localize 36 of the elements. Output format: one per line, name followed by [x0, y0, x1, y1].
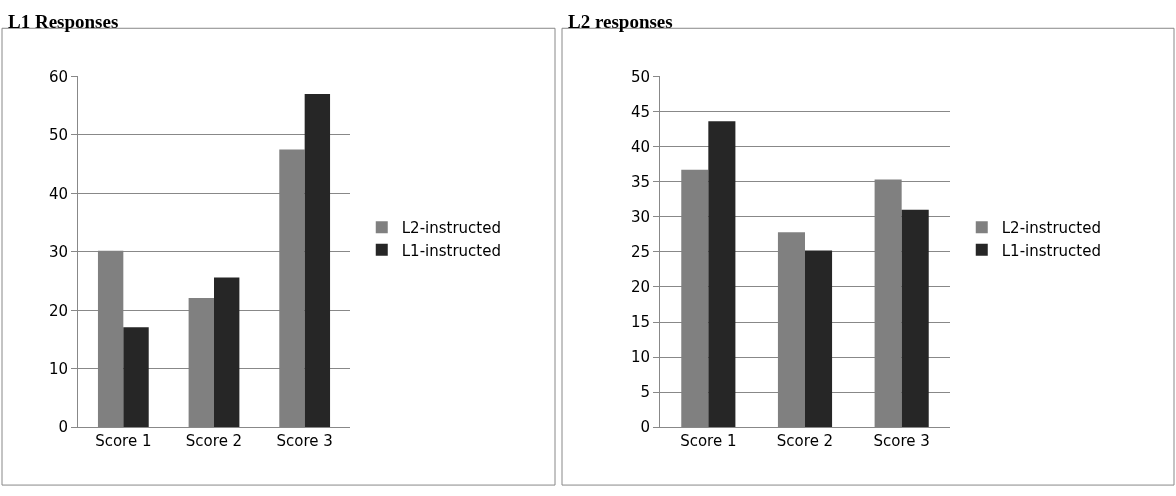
bar	[304, 94, 331, 428]
legend-label: L2-instructed	[1001, 219, 1102, 238]
y-tick-label: 5	[640, 383, 650, 402]
legend-label: L2-instructed	[401, 219, 502, 238]
y-tick-label: 0	[640, 418, 650, 437]
y-tick-label: 40	[630, 137, 650, 156]
x-tick-label: Score 1	[680, 432, 737, 451]
bar	[708, 121, 736, 428]
y-tick-label: 20	[630, 278, 650, 297]
x-tick-label: Score 3	[873, 432, 930, 451]
chart-title: L1 Responses	[8, 11, 119, 32]
x-tick-label: Score 3	[276, 432, 333, 451]
y-tick-label: 10	[630, 348, 650, 367]
x-tick-label: Score 2	[185, 432, 243, 451]
y-tick-label: 50	[48, 126, 68, 145]
y-tick-label: 20	[48, 301, 68, 320]
y-tick-label: 30	[48, 243, 68, 262]
y-tick-label: 45	[630, 102, 650, 121]
y-tick-label: 15	[630, 313, 650, 332]
bar	[805, 250, 833, 428]
y-tick-label: 10	[48, 360, 68, 379]
chart-title: L2 responses	[568, 11, 673, 32]
x-tick-label: Score 1	[95, 432, 152, 451]
y-tick-label: 0	[58, 418, 68, 437]
bar	[901, 209, 929, 428]
y-tick-label: 40	[48, 184, 68, 203]
y-tick-label: 50	[630, 67, 650, 86]
bar	[123, 327, 149, 428]
legend-label: L1-instructed	[1001, 241, 1102, 260]
y-tick-label: 30	[630, 208, 650, 227]
x-tick-label: Score 2	[776, 432, 834, 451]
legend-label: L1-instructed	[401, 241, 502, 260]
bar	[214, 277, 240, 428]
y-tick-label: 35	[630, 172, 650, 191]
y-tick-label: 60	[48, 67, 68, 86]
y-tick-label: 25	[630, 243, 650, 262]
